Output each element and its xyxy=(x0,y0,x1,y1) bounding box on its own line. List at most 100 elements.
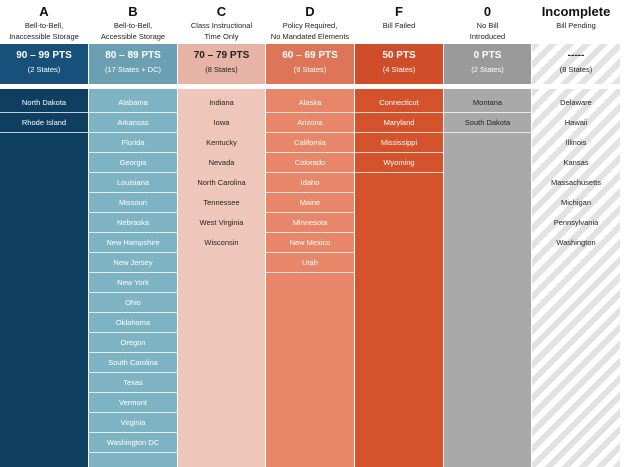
state-name: Wisconsin xyxy=(204,238,239,247)
points-band: ----- (8 States) xyxy=(532,44,620,84)
points-band: 0 PTS (2 States) xyxy=(444,44,531,84)
state-name: Utah xyxy=(266,253,354,273)
state-name: Rhode Island xyxy=(0,113,88,133)
state-name: Montana xyxy=(444,93,531,113)
points-range: 90 – 99 PTS xyxy=(16,50,72,61)
grade-column: F Bill Failed 50 PTS (4 States) Connecticut M… xyxy=(355,0,443,467)
state-name: North Carolina xyxy=(197,178,246,187)
state-name: North Dakota xyxy=(0,93,88,113)
points-band: 50 PTS (4 States) xyxy=(355,44,443,84)
points-band: 70 – 79 PTS (8 States) xyxy=(178,44,265,84)
points-range: 60 – 69 PTS xyxy=(282,50,338,61)
grade-letter: 0 xyxy=(483,4,492,19)
points-range: 0 PTS xyxy=(473,50,502,61)
description-line: Bill Failed xyxy=(382,21,416,30)
description-line: No Mandated Elements xyxy=(270,32,350,41)
description-line: No Bill xyxy=(476,21,499,30)
state-name: South Carolina xyxy=(89,353,177,373)
grade-description: Policy Required, No Mandated Elements xyxy=(266,20,354,42)
state-list: Connecticut Maryland Mississippi Wyoming xyxy=(355,89,443,467)
grade-description: Class Instructional Time Only xyxy=(178,20,265,42)
grade-letter: A xyxy=(39,4,49,19)
state-name: Idaho xyxy=(266,173,354,193)
state-name: Michigan xyxy=(560,198,591,207)
state-count: (2 States) xyxy=(27,65,61,74)
state-name: Delaware xyxy=(560,98,592,107)
state-name: Washington xyxy=(556,238,596,247)
grade-description: Bell-to-Bell, Accessible Storage xyxy=(89,20,177,42)
points-range: 80 – 89 PTS xyxy=(105,50,161,61)
state-name: New Mexico xyxy=(266,233,354,253)
state-count: (17 States + DC) xyxy=(104,65,162,74)
state-name: Minnesota xyxy=(266,213,354,233)
description-line: Bell-to-Bell, xyxy=(113,21,153,30)
state-name: Colorado xyxy=(266,153,354,173)
points-range: 50 PTS xyxy=(382,50,416,61)
state-name: Arizona xyxy=(266,113,354,133)
state-name: Oklahoma xyxy=(89,313,177,333)
grade-letter: Incomplete xyxy=(541,4,611,19)
state-name: Virginia xyxy=(89,413,177,433)
state-name: Georgia xyxy=(89,153,177,173)
state-name: Missouri xyxy=(89,193,177,213)
state-name: Kentucky xyxy=(206,138,237,147)
state-name: Hawaii xyxy=(564,118,588,127)
points-range: 70 – 79 PTS xyxy=(193,50,250,61)
grade-column: 0 No Bill Introduced 0 PTS (2 States) Montana… xyxy=(444,0,531,467)
state-name: Texas xyxy=(89,373,177,393)
state-name: Alabama xyxy=(89,93,177,113)
grade-column: C Class Instructional Time Only 70 – 79 PTS… xyxy=(178,0,265,467)
state-name: Alaska xyxy=(266,93,354,113)
state-name: Pennsylvania xyxy=(553,218,599,227)
grade-column: A Bell-to-Bell, Inaccessible Storage 90 – 9… xyxy=(0,0,88,467)
description-line: Introduced xyxy=(469,32,506,41)
state-name: Ohio xyxy=(89,293,177,313)
state-list: North Dakota Rhode Island xyxy=(0,89,88,467)
state-name: Massachusetts xyxy=(550,178,602,187)
state-name: West Virginia xyxy=(199,218,244,227)
state-name: California xyxy=(266,133,354,153)
state-name: Kansas xyxy=(563,158,589,167)
grade-description: No Bill Introduced xyxy=(444,20,531,42)
grade-description: Bill Pending xyxy=(532,20,620,31)
state-name: Nebraska xyxy=(89,213,177,233)
grade-letter: C xyxy=(216,4,227,19)
grade-column: Incomplete Bill Pending ----- (8 States) Del… xyxy=(532,0,620,467)
state-name: Nevada xyxy=(208,158,235,167)
grade-column: B Bell-to-Bell, Accessible Storage 80 – 89 … xyxy=(89,0,177,467)
state-name: Connecticut xyxy=(355,93,443,113)
state-name: Indiana xyxy=(209,98,234,107)
grade-letter: D xyxy=(305,4,315,19)
state-name: New York xyxy=(89,273,177,293)
state-name: Florida xyxy=(89,133,177,153)
state-count: (2 States) xyxy=(471,65,504,74)
state-name: Washington DC xyxy=(89,433,177,453)
state-name: South Dakota xyxy=(444,113,531,133)
state-list: Montana South Dakota xyxy=(444,89,531,467)
state-list: Alabama Arkansas Florida Georgia Louisiana Mi… xyxy=(89,89,177,467)
state-name: Mississippi xyxy=(355,133,443,153)
description-line: Bill Pending xyxy=(556,21,596,30)
points-range: ----- xyxy=(567,50,585,61)
state-name: Louisiana xyxy=(89,173,177,193)
description-line: Accessible Storage xyxy=(100,32,166,41)
state-name: Vermont xyxy=(89,393,177,413)
description-line: Inaccessible Storage xyxy=(9,32,79,41)
description-line: Bell-to-Bell, xyxy=(24,21,64,30)
description-line: Time Only xyxy=(204,32,239,41)
grade-description: Bell-to-Bell, Inaccessible Storage xyxy=(0,20,88,42)
state-name: New Hampshire xyxy=(89,233,177,253)
points-band: 60 – 69 PTS (9 States) xyxy=(266,44,354,84)
state-name: Oregon xyxy=(89,333,177,353)
state-name: Wyoming xyxy=(355,153,443,173)
grade-column: D Policy Required, No Mandated Elements 60 … xyxy=(266,0,354,467)
state-count: (9 States) xyxy=(293,65,327,74)
state-count: (4 States) xyxy=(382,65,416,74)
state-name: Maryland xyxy=(355,113,443,133)
state-name: Tennessee xyxy=(203,198,240,207)
grade-letter: F xyxy=(395,4,403,19)
state-name: Illinois xyxy=(565,138,587,147)
state-list: Alaska Arizona California Colorado Idaho Main… xyxy=(266,89,354,467)
state-list: Delaware Hawaii Illinois Kansas Massachusett… xyxy=(532,89,620,467)
